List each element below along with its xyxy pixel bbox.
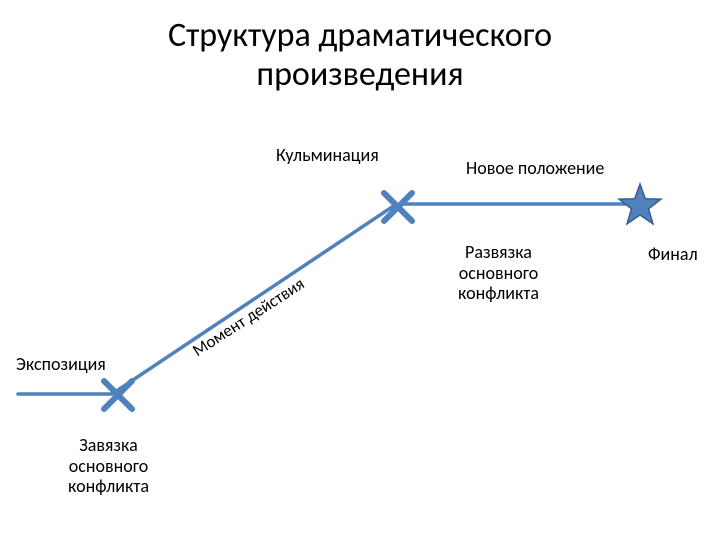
label-resolution: Развязка основного конфликта [458,242,539,304]
label-binding: Завязка основного конфликта [68,435,149,497]
label-resolution-l2: основного [459,262,538,284]
title-line-1: Структура драматического [168,15,552,56]
label-finale: Финал [648,244,698,265]
title-line-2: произведения [256,54,463,95]
label-finale-text: Финал [648,243,698,265]
slide: Структура драматического произведения Ку… [0,0,720,540]
label-binding-l2: основного [69,455,148,477]
slide-title: Структура драматического произведения [0,16,720,94]
label-binding-l3: конфликта [68,475,149,497]
label-binding-l1: Завязка [79,434,137,456]
label-new-state-text: Новое положение [466,157,604,179]
label-exposition-text: Экспозиция [16,353,106,375]
label-new-state: Новое положение [466,158,604,179]
label-resolution-l3: конфликта [458,282,539,304]
label-culmination-text: Кульминация [276,144,379,166]
label-exposition: Экспозиция [16,354,106,375]
label-rising-action: Момент действия [189,273,309,361]
label-rising-text: Момент действия [189,273,309,361]
label-resolution-l1: Развязка [465,241,532,263]
label-culmination: Кульминация [276,145,379,166]
